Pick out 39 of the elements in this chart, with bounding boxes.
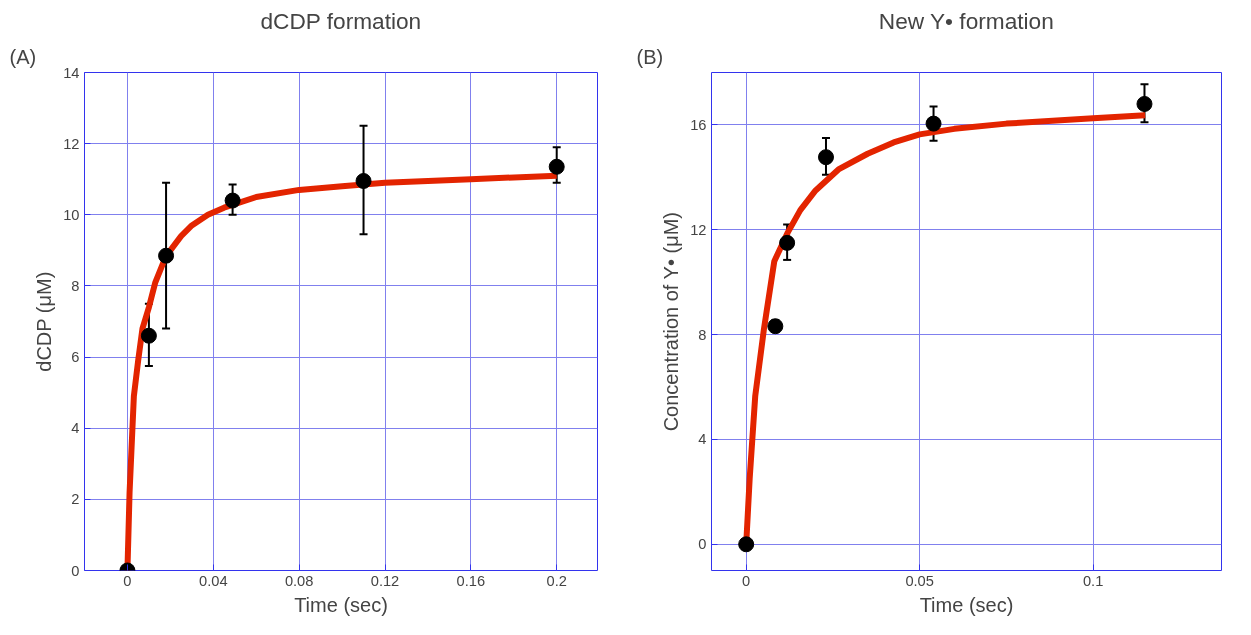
text: (A) — [9, 45, 37, 68]
point — [1136, 95, 1153, 112]
y-tick-label: 8 — [71, 277, 80, 294]
y-tick-label: 12 — [690, 221, 707, 238]
point — [224, 192, 241, 209]
y-tick-label: 12 — [63, 135, 80, 152]
x-tick-label: 0.08 — [284, 572, 314, 589]
x-tick-label: 0.16 — [456, 572, 486, 589]
y-tick-label: 8 — [698, 326, 707, 343]
y-tick-label: 0 — [698, 536, 707, 553]
x-axis-title: Time (sec) — [919, 593, 1014, 616]
y-axis-title: Concentration of Y• (μM) — [660, 212, 683, 432]
point — [158, 247, 175, 264]
x-tick-label: 0.2 — [546, 572, 567, 589]
point — [548, 158, 565, 175]
point — [925, 115, 942, 132]
x-tick-label: 0.12 — [370, 572, 400, 589]
y-tick-label: 14 — [63, 64, 80, 81]
y-tick-label: 6 — [71, 349, 80, 366]
chart-title: New Y• formation — [878, 7, 1054, 34]
x-tick-label: 0.1 — [1082, 572, 1104, 589]
y-tick-label: 16 — [690, 116, 707, 133]
y-tick-label: 2 — [71, 491, 80, 508]
point — [817, 149, 834, 166]
point — [355, 173, 372, 189]
y-tick-label: 4 — [71, 420, 80, 437]
x-tick-label: 0.05 — [905, 572, 934, 589]
x-tick-label: 0.04 — [199, 572, 228, 589]
y-axis-title: dCDP (μM) — [33, 271, 56, 372]
text: (B) — [636, 45, 664, 68]
x-tick-label: 0 — [123, 572, 132, 589]
x-tick-label: 0 — [742, 572, 751, 589]
chart-title: dCDP formation — [260, 7, 422, 34]
y-tick-label: 10 — [63, 206, 80, 223]
point — [779, 234, 796, 251]
y-tick-label: 4 — [698, 431, 707, 448]
point — [140, 327, 157, 344]
x-axis-title: Time (sec) — [294, 593, 388, 616]
point — [738, 536, 755, 553]
